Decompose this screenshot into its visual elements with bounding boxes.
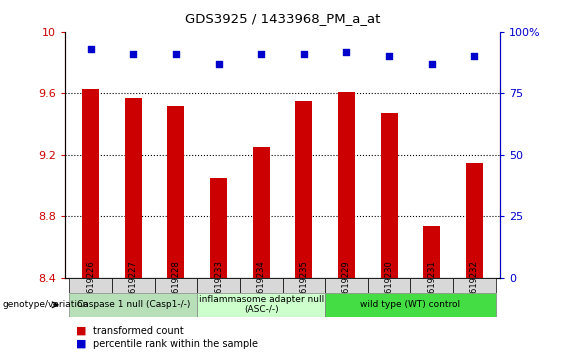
- Text: GSM619233: GSM619233: [214, 260, 223, 311]
- Point: [470, 54, 479, 59]
- Text: percentile rank within the sample: percentile rank within the sample: [93, 339, 258, 349]
- Bar: [410, 278, 453, 293]
- Point: [385, 54, 394, 59]
- Bar: [381, 113, 398, 278]
- Bar: [368, 278, 410, 293]
- Text: GSM619232: GSM619232: [470, 260, 479, 311]
- Point: [257, 51, 266, 57]
- Bar: [197, 293, 325, 317]
- Text: ■: ■: [76, 339, 87, 349]
- Bar: [155, 278, 197, 293]
- Text: GSM619229: GSM619229: [342, 260, 351, 311]
- Text: transformed count: transformed count: [93, 326, 184, 336]
- Bar: [325, 278, 368, 293]
- Bar: [197, 278, 240, 293]
- Text: GSM619231: GSM619231: [427, 260, 436, 311]
- Bar: [295, 101, 312, 278]
- Point: [86, 46, 95, 52]
- Text: GDS3925 / 1433968_PM_a_at: GDS3925 / 1433968_PM_a_at: [185, 12, 380, 25]
- Bar: [453, 278, 496, 293]
- Bar: [210, 178, 227, 278]
- Bar: [125, 98, 142, 278]
- Text: wild type (WT) control: wild type (WT) control: [360, 300, 460, 309]
- Bar: [423, 225, 440, 278]
- Text: GSM619235: GSM619235: [299, 260, 308, 311]
- Bar: [167, 105, 184, 278]
- Bar: [325, 293, 496, 317]
- Text: genotype/variation: genotype/variation: [3, 300, 89, 309]
- Text: GSM619226: GSM619226: [86, 260, 95, 311]
- Text: inflammasome adapter null
(ASC-/-): inflammasome adapter null (ASC-/-): [198, 295, 324, 314]
- Point: [171, 51, 180, 57]
- Bar: [69, 293, 197, 317]
- Point: [342, 49, 351, 55]
- Text: ■: ■: [76, 326, 87, 336]
- Text: Caspase 1 null (Casp1-/-): Caspase 1 null (Casp1-/-): [76, 300, 190, 309]
- Bar: [282, 278, 325, 293]
- Bar: [82, 89, 99, 278]
- Bar: [253, 147, 270, 278]
- Bar: [338, 92, 355, 278]
- Bar: [240, 278, 282, 293]
- Text: GSM619234: GSM619234: [257, 260, 266, 311]
- Text: GSM619227: GSM619227: [129, 260, 138, 311]
- Point: [299, 51, 308, 57]
- Point: [129, 51, 138, 57]
- Point: [214, 61, 223, 67]
- Text: GSM619230: GSM619230: [385, 260, 394, 311]
- Bar: [69, 278, 112, 293]
- Point: [427, 61, 436, 67]
- Bar: [466, 162, 483, 278]
- Bar: [112, 278, 155, 293]
- Text: GSM619228: GSM619228: [171, 260, 180, 311]
